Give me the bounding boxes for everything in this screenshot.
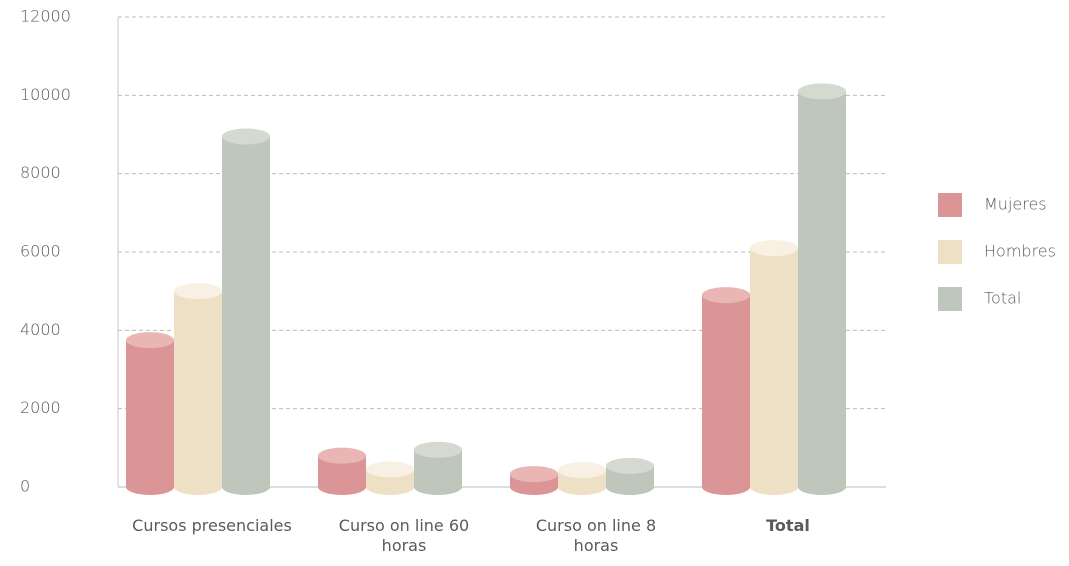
cylinder-body (174, 291, 222, 487)
y-tick-label: 0 (20, 477, 30, 496)
cylinder (558, 462, 606, 495)
x-tick-label: Total (766, 516, 810, 535)
legend-label: Mujeres (984, 195, 1047, 214)
cylinder (414, 441, 462, 495)
y-tick-label: 6000 (20, 242, 61, 261)
cylinder-top (606, 457, 654, 474)
cylinder-top (318, 447, 366, 464)
cylinder (510, 466, 558, 495)
cylinder (174, 283, 222, 495)
cylinder-body (702, 295, 750, 487)
y-tick-label: 10000 (20, 85, 71, 104)
legend-swatch (938, 193, 962, 217)
cylinder (702, 287, 750, 495)
cylinder-top (126, 332, 174, 349)
legend-swatch (938, 240, 962, 264)
legend-swatch (938, 287, 962, 311)
cylinder (798, 83, 846, 495)
cylinder-top (222, 128, 270, 145)
cylinder-top (702, 287, 750, 304)
cylinder (318, 447, 366, 495)
x-tick-label: Cursos presenciales (132, 516, 292, 535)
cylinder (606, 457, 654, 495)
cylinder-top (414, 441, 462, 458)
x-tick-label: Curso on line 60 horas (338, 516, 470, 555)
cylinder (126, 332, 174, 495)
y-tick-label: 12000 (20, 7, 71, 26)
legend-label: Hombres (984, 242, 1056, 261)
cylinder-body (222, 136, 270, 488)
legend-label: Total (984, 289, 1021, 308)
cylinder (366, 461, 414, 495)
cylinder-body (798, 91, 846, 488)
cylinder-top (510, 466, 558, 483)
y-tick-label: 8000 (20, 163, 61, 182)
y-tick-label: 2000 (20, 398, 61, 417)
cylinder-body (750, 248, 798, 487)
cylinder-body (126, 340, 174, 487)
cylinder-top (798, 83, 846, 100)
cylinder (750, 240, 798, 495)
cylinder-top (174, 283, 222, 300)
cylinder-top (558, 462, 606, 479)
cylinder-top (750, 240, 798, 257)
cylinder (222, 128, 270, 495)
cylinder-top (366, 461, 414, 478)
x-tick-label: Curso on line 8 horas (535, 516, 657, 555)
y-tick-label: 4000 (20, 320, 61, 339)
